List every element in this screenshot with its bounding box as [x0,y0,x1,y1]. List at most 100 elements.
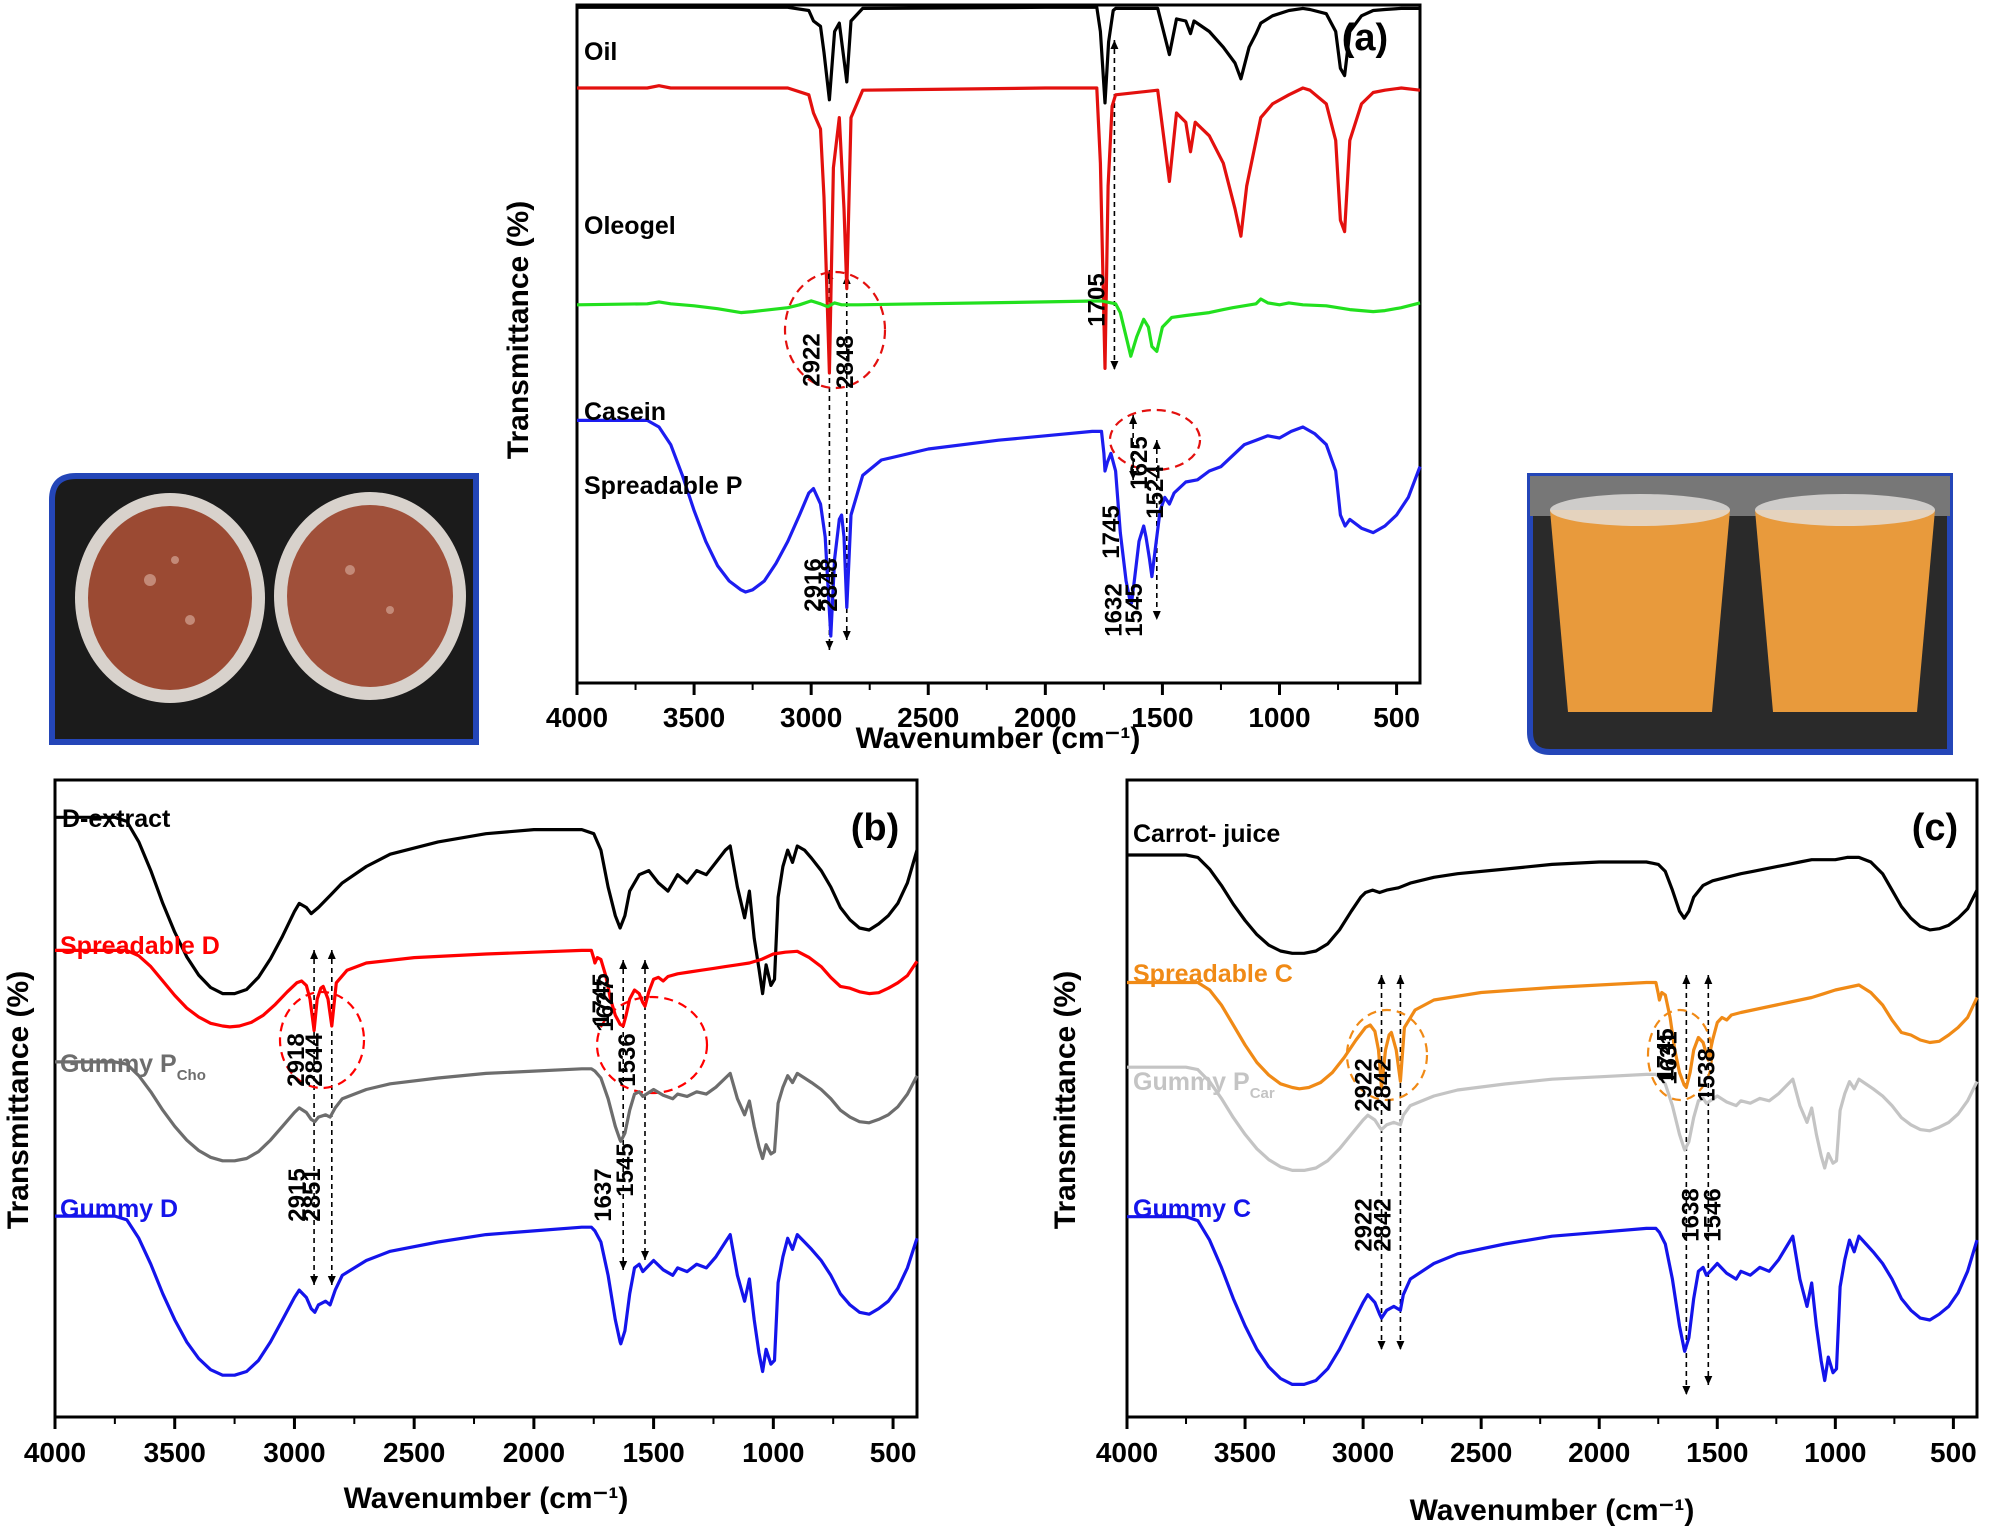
highlight-circles [1345,1008,1714,1102]
peak-label: 1545 [1121,583,1148,636]
arrow-head-down [640,1251,649,1260]
spectrum-line-3 [1127,1065,1979,1172]
arrow-head-down [825,641,834,650]
series-label: Oil [584,38,617,66]
spectrum-line-4 [55,1214,919,1377]
x-tick-label: 500 [870,1437,917,1468]
series-label: Oleogel [584,212,676,240]
arrow-head-up [1129,415,1138,424]
highlight-circle [1345,1008,1429,1102]
peak-label: 1545 [612,1143,639,1196]
x-tick-label: 2000 [503,1437,565,1468]
arrow-head-up [1152,440,1161,449]
cups-photo [1527,473,1953,755]
peak-label: 1546 [1699,1188,1726,1241]
x-axis-ticks: 4000 3500 3000 2500 2000 1500 1000 500 [546,683,1420,733]
peak-label: 2842 [1369,1058,1396,1111]
x-tick-label: 2500 [383,1437,445,1468]
series-label: Gummy PCar [1133,1068,1275,1102]
arrow-head-up [619,960,628,969]
panel-tag: (c) [1912,807,1958,849]
panel-a: (a) Transmittance (%) Wavenumber (cm⁻¹) … [502,3,1422,755]
spectrum-line-4 [1127,1215,1979,1386]
spectrum-line-2 [1127,980,1979,1091]
highlight-circle [1108,408,1202,472]
peak-label: 2844 [301,1033,328,1087]
plot-frame [53,778,919,1419]
petri-dishes-photo [49,473,479,745]
panel-c: (c) Transmittance (%) Wavenumber (cm⁻¹) … [1049,778,1979,1527]
x-tick-label: 3500 [1214,1437,1276,1468]
peak-label: 2848 [816,558,843,611]
spectrum-line-2 [55,948,919,1033]
peak-label: 1745 [1098,505,1125,558]
arrow-head-up [310,950,319,959]
x-tick-label: 4000 [1096,1437,1158,1468]
peak-label: 1745 [1652,1028,1679,1081]
plot-frame [1125,778,1979,1419]
spectrum-line-3 [55,1060,919,1163]
arrow-head-down [1704,1376,1713,1385]
x-tick-label: 3000 [780,702,842,733]
arrow-head-down [310,1276,319,1285]
x-tick-label: 1000 [742,1437,804,1468]
highlight-circles [783,270,1202,472]
peak-label: 1524 [1142,465,1169,519]
highlight-circle [783,270,887,390]
arrow-head-down [1110,361,1119,370]
arrow-head-up [1377,975,1386,984]
panel-b: (b) Transmittance (%) Wavenumber (cm⁻¹) … [2,778,919,1515]
peak-label: 2918 [283,1033,310,1086]
x-tick-label: 1500 [622,1437,684,1468]
arrow-head-up [1704,975,1713,984]
arrow-head-down [842,631,851,640]
arrow-head-up [327,950,336,959]
peak-label: 1637 [590,1168,617,1221]
x-tick-label: 2500 [1450,1437,1512,1468]
spectra [576,5,1422,638]
x-tick-label: 1500 [1686,1437,1748,1468]
y-axis-title: Transmittance (%) [1049,971,1082,1229]
series-label: D-extract [62,805,171,833]
x-tick-label: 2000 [1014,702,1076,733]
arrow-head-up [640,960,649,969]
series-label-subscript: Car [1250,1085,1275,1102]
highlight-circles [278,990,709,1095]
highlight-circle [278,990,366,1090]
spectrum-line-3 [576,297,1421,358]
peak-label: 1625 [1126,436,1153,489]
peak-label: 2922 [1351,1058,1378,1111]
arrow-head-up [1396,975,1405,984]
x-tick-label: 3000 [263,1437,325,1468]
peak-label: 2848 [832,335,859,388]
series-label: Gummy PCho [60,1050,206,1084]
arrow-head-down [1396,1341,1405,1350]
peak-label: 1638 [1678,1188,1705,1241]
highlight-circle [1646,1008,1714,1102]
series-label: Gummy D [60,1195,178,1223]
x-tick-label: 4000 [546,702,608,733]
x-axis-title: Wavenumber (cm⁻¹) [1410,1494,1695,1527]
arrow-head-down [1682,1386,1691,1395]
x-axis-title: Wavenumber (cm⁻¹) [344,1482,629,1515]
peak-label: 2842 [1369,1198,1396,1251]
spectrum-line-4 [577,418,1422,638]
x-tick-label: 1000 [1804,1437,1866,1468]
arrow-head-down [327,1276,336,1285]
x-axis-ticks: 4000 3500 3000 2500 2000 1500 1000 500 [1096,1417,1977,1468]
x-tick-label: 4000 [24,1437,86,1468]
series-label: Casein [584,398,666,426]
x-tick-label: 3500 [663,702,725,733]
peak-label: 2915 [284,1168,311,1221]
x-tick-label: 1000 [1248,702,1310,733]
peak-label: 1631 [1655,1031,1682,1084]
peak-label: 2851 [299,1168,326,1221]
series-label: Spreadable D [60,932,220,960]
peak-label: 2922 [1351,1198,1378,1251]
peak-label: 1536 [614,1033,641,1086]
arrow-head-up [1110,40,1119,49]
arrow-head-down [1152,611,1161,620]
